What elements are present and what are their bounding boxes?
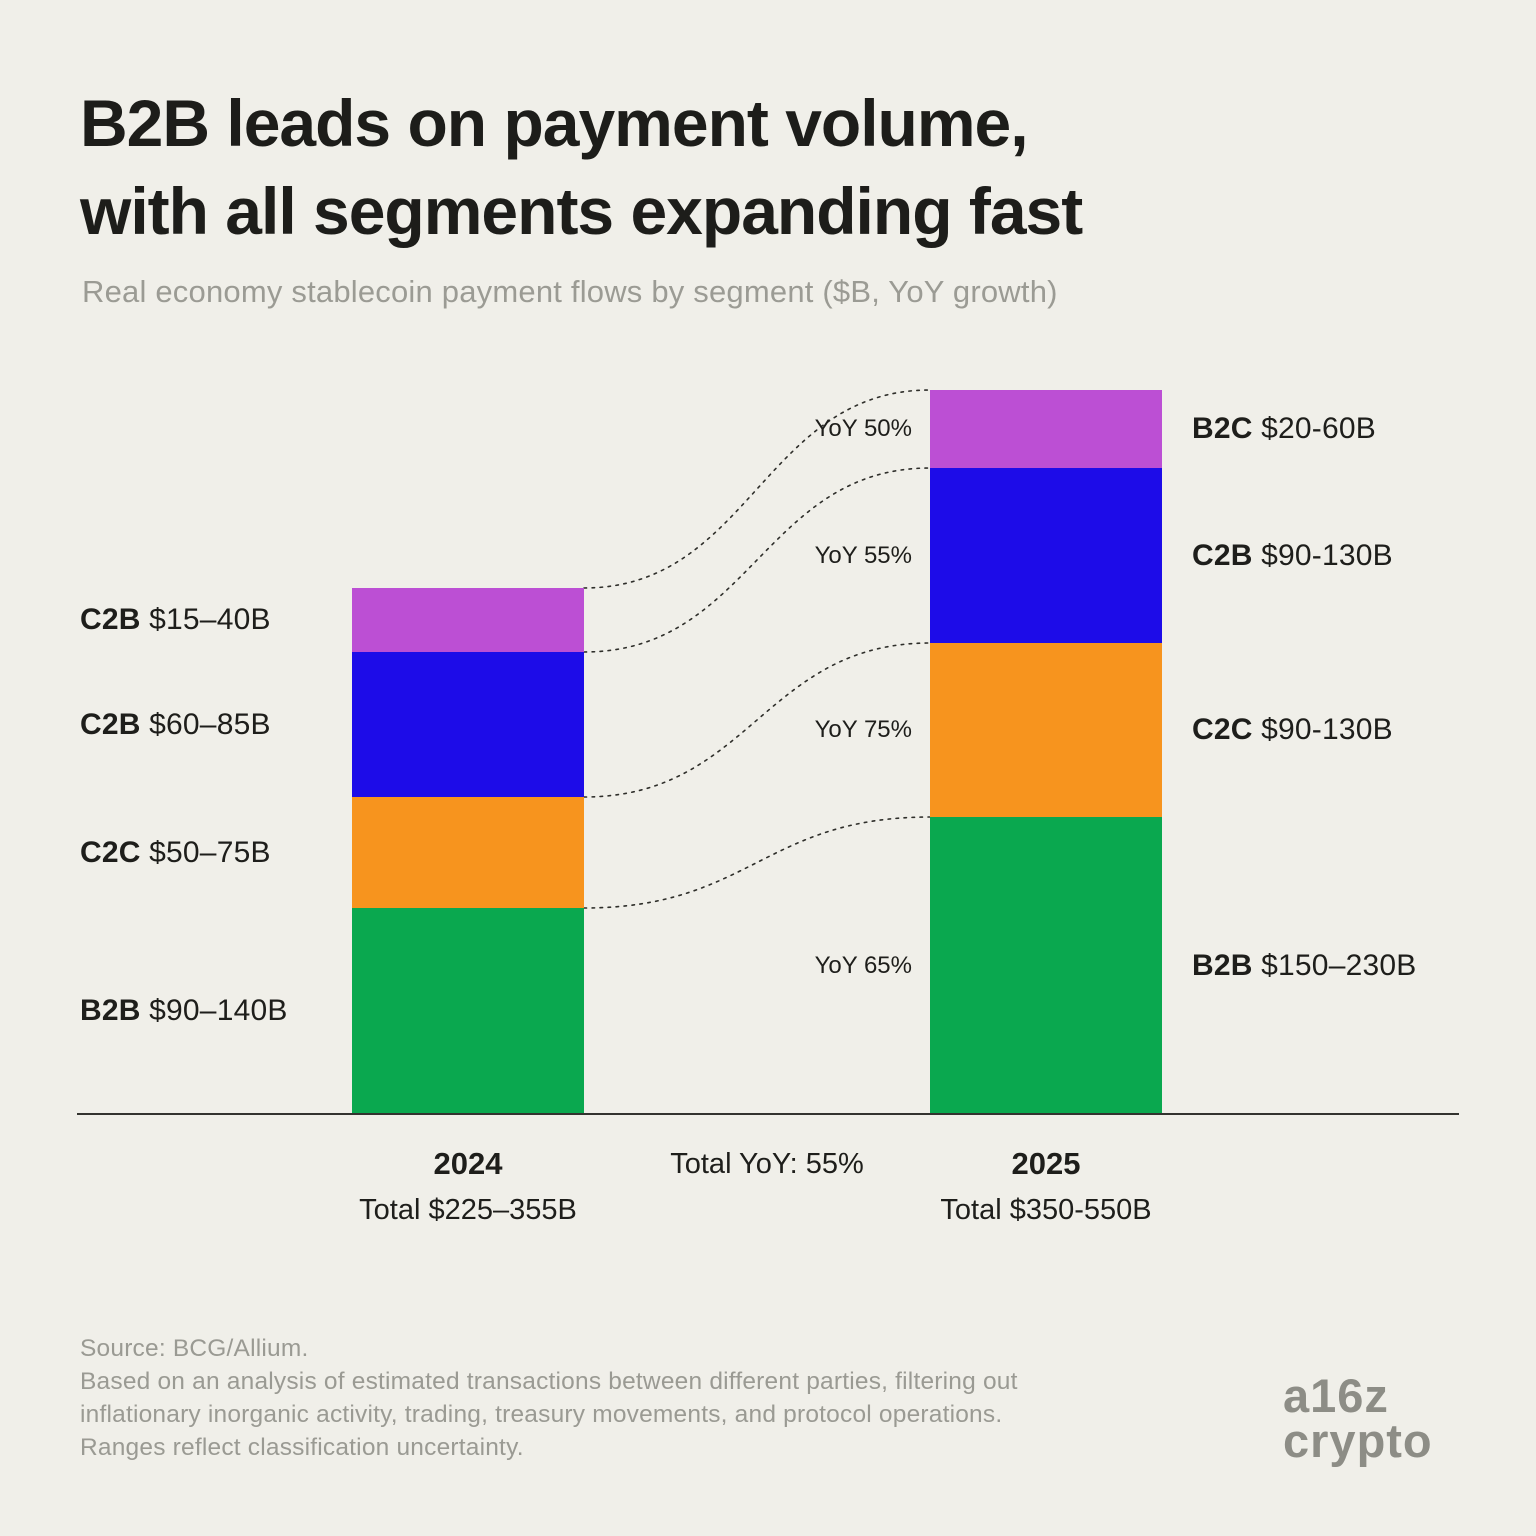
- yoy-label-c2c: YoY 75%: [814, 716, 912, 743]
- bar-segment-2024-c2b-3: [352, 588, 584, 652]
- segment-name: C2C: [1192, 713, 1262, 746]
- source-line-3: inflationary inorganic activity, trading…: [80, 1401, 1003, 1428]
- category-label-2024: 2024: [433, 1146, 503, 1181]
- page-title: B2B leads on payment volume, with all se…: [80, 80, 1083, 256]
- segment-name: B2B: [1192, 948, 1262, 982]
- segment-label-2025-b2b-0: B2B $150–230B: [1192, 949, 1416, 983]
- source-line-2: Based on an analysis of estimated transa…: [80, 1368, 1018, 1395]
- a16z-crypto-logo: a16z crypto: [1283, 1369, 1433, 1467]
- bar-segment-2024-c2c-1: [352, 797, 584, 908]
- segment-label-2024-c2c-1: C2C $50–75B: [80, 836, 271, 870]
- bar-segment-2025-c2c-1: [930, 643, 1162, 817]
- segment-value-range: $90–140B: [149, 994, 288, 1027]
- segment-label-2025-c2c-1: C2C $90-130B: [1192, 713, 1393, 747]
- source-line-1: Source: BCG/Allium.: [80, 1335, 309, 1362]
- bar-segment-2025-c2b-2: [930, 468, 1162, 643]
- segment-name: C2B: [80, 603, 150, 636]
- yoy-label-b2b: YoY 65%: [814, 951, 912, 979]
- segment-value-range: $90-130B: [1261, 713, 1393, 746]
- segment-name: C2B: [80, 707, 150, 741]
- segment-label-2024-b2b-0: B2B $90–140B: [80, 994, 288, 1028]
- total-label-2024: Total $225–355B: [359, 1194, 577, 1226]
- title-line-1: B2B leads on payment volume,: [80, 86, 1029, 160]
- segment-value-range: $50–75B: [149, 835, 271, 869]
- category-label-2025: 2025: [1011, 1146, 1081, 1181]
- source-note: Source: BCG/Allium. Based on an analysis…: [80, 1332, 1018, 1464]
- segment-value-range: $15–40B: [149, 603, 271, 636]
- bar-segment-2024-c2b-2: [352, 652, 584, 797]
- bar-segment-2025-b2b-0: [930, 817, 1162, 1114]
- title-line-2: with all segments expanding fast: [80, 173, 1083, 248]
- segment-name: C2C: [80, 835, 150, 869]
- segment-value-range: $150–230B: [1261, 948, 1417, 982]
- segment-value-range: $60–85B: [149, 707, 271, 741]
- total-yoy-label: Total YoY: 55%: [670, 1148, 864, 1180]
- segment-value-range: $90-130B: [1261, 538, 1393, 572]
- chart-subtitle: Real economy stablecoin payment flows by…: [82, 274, 1058, 309]
- total-label-2025: Total $350-550B: [940, 1194, 1152, 1226]
- segment-name: B2C: [1192, 412, 1262, 445]
- segment-name: B2B: [80, 994, 150, 1027]
- logo-line-a16z: a16z: [1283, 1369, 1389, 1422]
- bar-segment-2024-b2b-0: [352, 908, 584, 1114]
- segment-label-2025-c2b-2: C2B $90-130B: [1192, 539, 1393, 573]
- x-axis-line: [77, 1113, 1459, 1115]
- yoy-label-c2b: YoY 55%: [814, 541, 912, 569]
- segment-label-2024-c2b-2: C2B $60–85B: [80, 708, 271, 742]
- yoy-label-b2c: YoY 50%: [814, 415, 912, 442]
- segment-value-range: $20-60B: [1261, 412, 1376, 445]
- segment-label-2024-c2b-3: C2B $15–40B: [80, 603, 271, 637]
- growth-connector-b2b-0: [583, 816, 931, 909]
- bar-segment-2025-b2c-3: [930, 390, 1162, 468]
- logo-line-crypto: crypto: [1283, 1413, 1433, 1467]
- segment-label-2025-b2c-3: B2C $20-60B: [1192, 412, 1376, 446]
- segment-name: C2B: [1192, 538, 1262, 572]
- source-line-4: Ranges reflect classification uncertaint…: [80, 1434, 524, 1461]
